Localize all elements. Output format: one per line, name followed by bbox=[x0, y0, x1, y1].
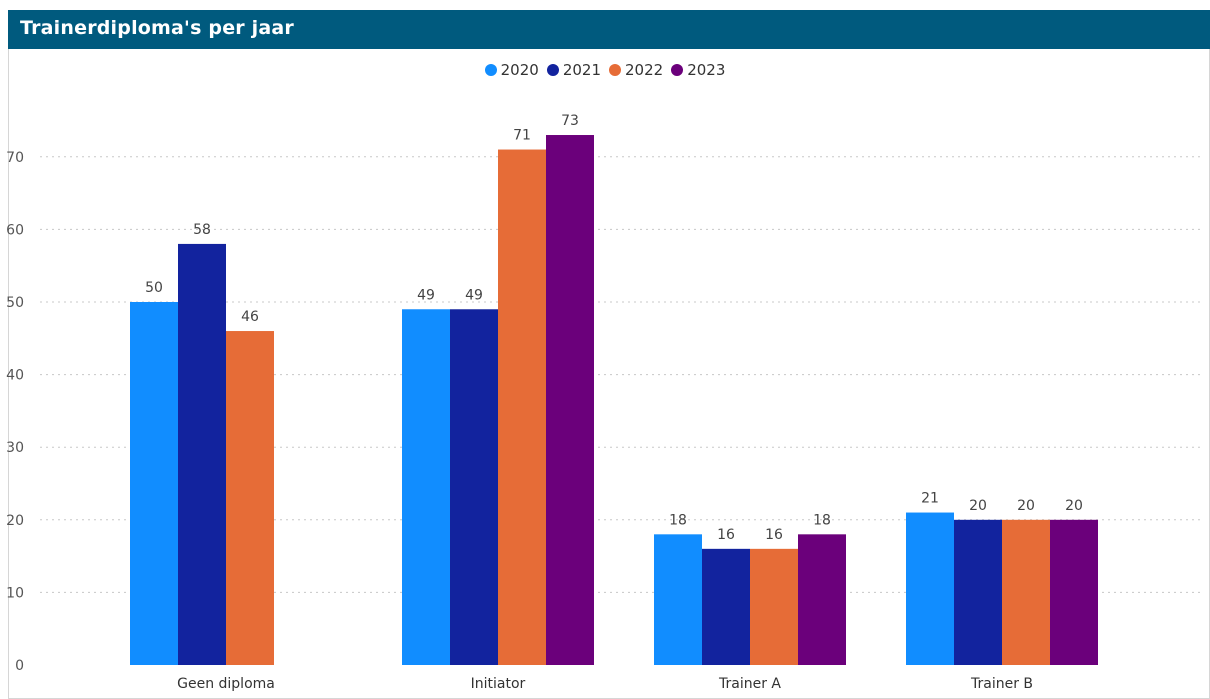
legend-item-2021[interactable]: 2021 bbox=[546, 61, 601, 79]
bar-2020[interactable] bbox=[130, 302, 178, 665]
bar-2022[interactable] bbox=[498, 149, 546, 666]
data-label: 49 bbox=[417, 287, 435, 303]
x-category-label: Initiator bbox=[471, 676, 526, 692]
data-label: 16 bbox=[765, 527, 783, 543]
bar-2020[interactable] bbox=[654, 534, 702, 665]
bar-2023[interactable] bbox=[798, 534, 846, 665]
y-tick-label: 60 bbox=[6, 222, 24, 238]
legend-label: 2022 bbox=[625, 61, 664, 79]
bar-2022[interactable] bbox=[1002, 519, 1050, 665]
x-category-label: Geen diploma bbox=[177, 676, 275, 692]
legend-marker bbox=[609, 64, 621, 76]
y-tick-label: 50 bbox=[6, 295, 24, 311]
y-tick-label: 40 bbox=[6, 368, 24, 384]
bar-2020[interactable] bbox=[906, 512, 954, 665]
chart-legend: 2020 2021 2022 2023 bbox=[0, 59, 1210, 81]
data-label: 18 bbox=[813, 512, 831, 528]
data-label: 20 bbox=[1017, 498, 1035, 514]
data-label: 46 bbox=[241, 309, 259, 325]
bar-2022[interactable] bbox=[226, 331, 274, 665]
data-label: 73 bbox=[561, 113, 579, 129]
data-label: 71 bbox=[513, 128, 531, 144]
data-label: 21 bbox=[921, 491, 939, 507]
y-tick-label: 20 bbox=[6, 513, 24, 529]
legend-label: 2023 bbox=[687, 61, 726, 79]
y-tick-label: 70 bbox=[6, 150, 24, 166]
chart-title: Trainerdiploma's per jaar bbox=[20, 17, 294, 39]
data-label: 58 bbox=[193, 222, 211, 238]
bar-2020[interactable] bbox=[402, 309, 450, 665]
bar-2022[interactable] bbox=[750, 548, 798, 665]
data-label: 50 bbox=[145, 280, 163, 296]
y-tick-label: 30 bbox=[6, 440, 24, 456]
data-label: 16 bbox=[717, 527, 735, 543]
legend-item-2023[interactable]: 2023 bbox=[671, 61, 725, 79]
legend-marker bbox=[484, 64, 497, 76]
data-label: 20 bbox=[1065, 498, 1083, 514]
bar-2021[interactable] bbox=[702, 548, 750, 665]
legend-marker bbox=[671, 64, 684, 76]
legend-label: 2020 bbox=[500, 61, 539, 79]
bar-2021[interactable] bbox=[450, 309, 498, 665]
y-tick-label: 0 bbox=[15, 658, 24, 674]
data-label: 49 bbox=[465, 287, 483, 303]
data-label: 20 bbox=[969, 498, 987, 514]
legend-item-2022[interactable]: 2022 bbox=[609, 61, 663, 79]
y-tick-label: 10 bbox=[6, 585, 24, 601]
chart-header: Trainerdiploma's per jaar bbox=[8, 10, 1210, 49]
bar-2023[interactable] bbox=[1050, 519, 1098, 665]
bar-2021[interactable] bbox=[178, 243, 226, 666]
bar-2021[interactable] bbox=[954, 519, 1002, 665]
legend-marker bbox=[546, 64, 559, 76]
x-category-label: Trainer B bbox=[970, 676, 1033, 692]
legend-label: 2021 bbox=[562, 61, 601, 79]
bar-2023[interactable] bbox=[546, 135, 594, 665]
legend-item-2020[interactable]: 2020 bbox=[484, 61, 539, 79]
x-category-label: Trainer A bbox=[718, 676, 781, 692]
data-label: 18 bbox=[669, 512, 687, 528]
